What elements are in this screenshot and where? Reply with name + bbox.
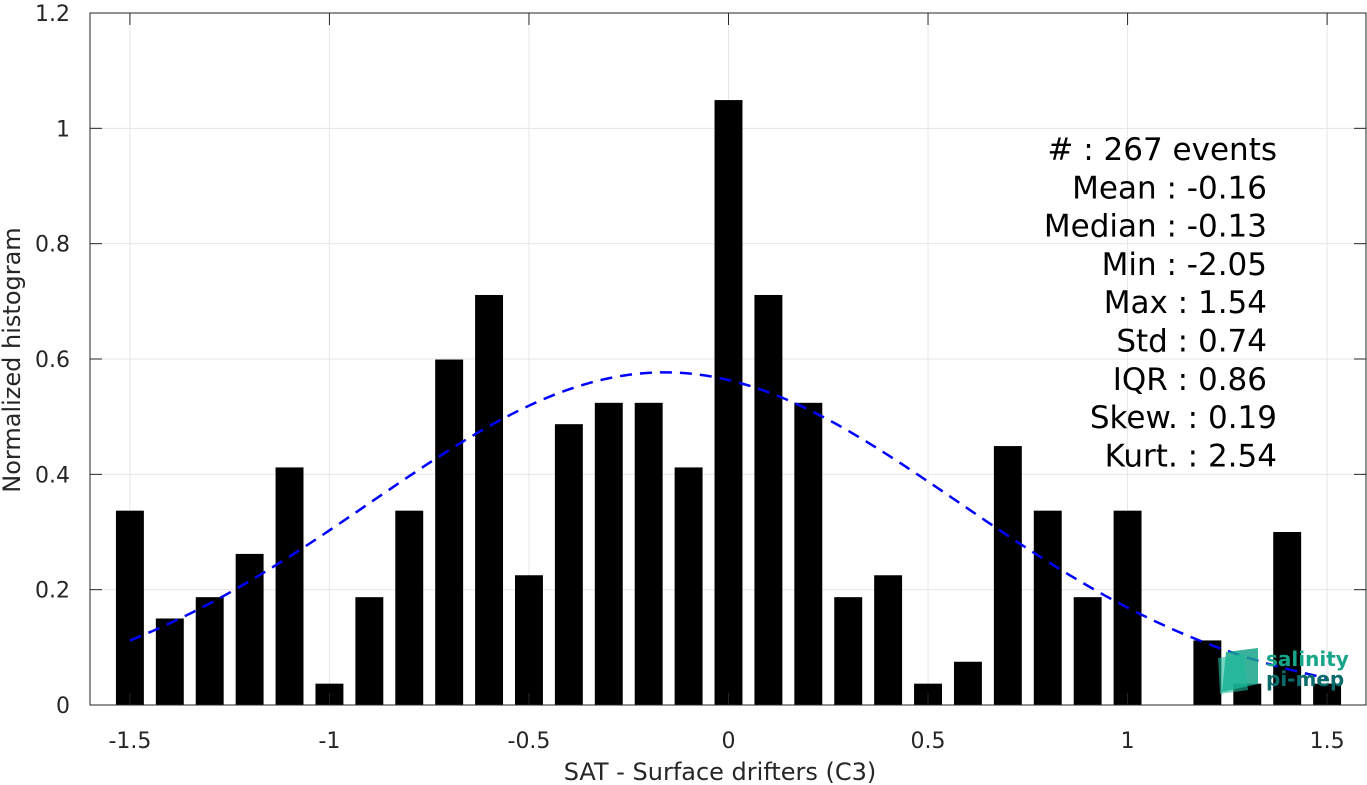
x-tick-label: 1.5 [1310,729,1345,754]
axes [89,12,1367,706]
logo-text-line1: salinity [1266,647,1349,671]
histogram-bar [874,575,903,705]
histogram-bar [674,467,703,705]
gaussian-fit-line [129,371,1328,680]
y-tick-labels: 0 0.2 0.4 0.6 0.8 1 1.2 [35,2,70,719]
x-tick-label: -0.5 [508,729,551,754]
stats-line: Median : -0.13 [1044,209,1267,245]
histogram-bar [953,661,982,705]
histogram-bar [1033,510,1062,705]
histogram-bar [395,510,424,705]
histogram-bars [115,100,1342,706]
histogram-bar [714,100,743,706]
x-tick-label: 1 [1121,729,1135,754]
histogram-bar [515,575,543,705]
histogram-bar [155,618,184,705]
stats-line: IQR : 0.86 [1113,362,1267,398]
gaussian-fit [129,371,1328,680]
stats-line: Kurt. : 2.54 [1105,438,1277,474]
x-tick-label: 0.5 [911,729,946,754]
y-tick-label: 1.2 [35,2,70,27]
histogram-bar [275,467,304,705]
histogram-bar [1273,532,1302,705]
y-axis-label: Normalized histogram [0,227,26,492]
y-tick-label: 1 [56,117,70,142]
y-tick-label: 0 [56,694,70,719]
histogram-bar [794,402,823,705]
histogram-bar [435,359,464,705]
salinity-pimep-logo: salinity pi-mep [1218,647,1349,694]
stats-line: Std : 0.74 [1116,324,1267,360]
logo-mark-shade-icon [1218,654,1248,694]
x-tick-label: 0 [722,729,736,754]
y-tick-label: 0.8 [35,233,70,258]
stats-line: Skew. : 0.19 [1090,400,1277,436]
y-tick-label: 0.4 [35,463,70,488]
histogram-bar [195,597,224,705]
histogram-bar [634,402,663,705]
y-tick-label: 0.6 [35,348,70,373]
histogram-bar [235,553,264,705]
stats-line: # : 267 events [1047,132,1277,168]
y-tick-label: 0.2 [35,579,70,604]
x-axis-label: SAT - Surface drifters (C3) [564,758,877,785]
histogram-bar [993,446,1022,705]
histogram-bar [475,294,504,705]
histogram-bar [115,510,144,705]
histogram-bar [834,597,863,705]
x-tick-labels: -1.5 -1 -0.5 0 0.5 1 1.5 [108,729,1344,754]
stats-line: Mean : -0.16 [1072,170,1267,206]
histogram-bar [1193,640,1222,705]
stats-line: Min : -2.05 [1102,247,1267,283]
x-tick-label: -1 [318,729,340,754]
histogram-bar [355,597,384,705]
histogram-bar [1073,597,1102,705]
x-tick-label: -1.5 [108,729,151,754]
histogram-bar [554,424,583,705]
logo-text-line2: pi-mep [1266,667,1344,691]
histogram-bar [594,402,623,705]
stats-line: Max : 1.54 [1104,285,1267,321]
histogram-bar [754,294,783,705]
